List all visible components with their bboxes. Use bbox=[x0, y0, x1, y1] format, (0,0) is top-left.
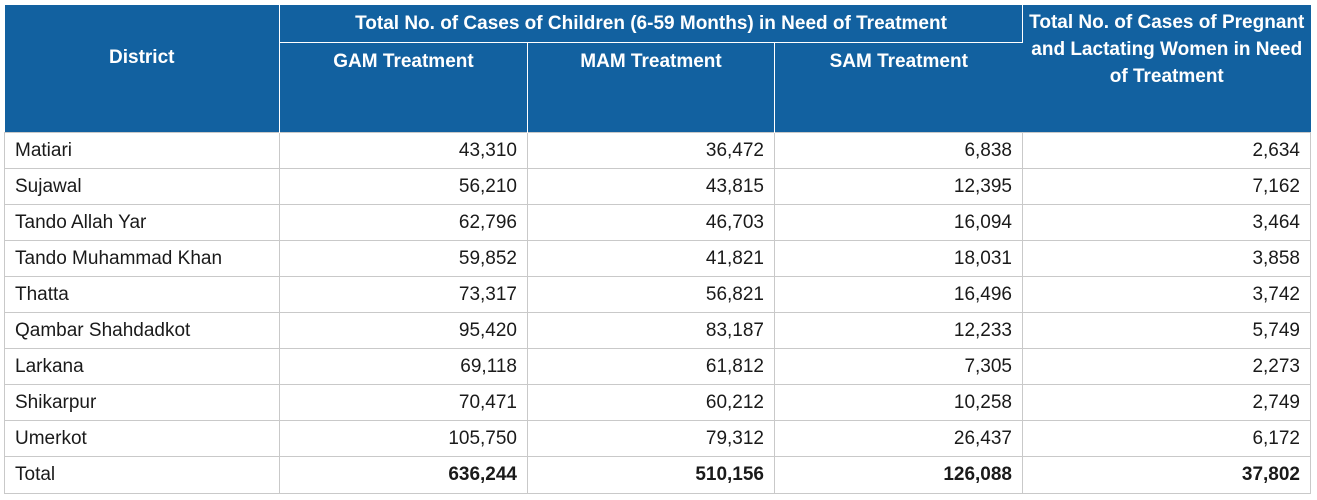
gam-value-cell: 73,317 bbox=[279, 276, 528, 313]
table-row: Umerkot 105,750 79,312 26,437 6,172 bbox=[4, 420, 1311, 457]
sam-value-cell: 7,305 bbox=[774, 348, 1023, 385]
gam-value-cell: 105,750 bbox=[279, 420, 528, 457]
table-row: Tando Allah Yar 62,796 46,703 16,094 3,464 bbox=[4, 204, 1311, 241]
table-row: Thatta 73,317 56,821 16,496 3,742 bbox=[4, 276, 1311, 313]
sam-value-cell: 12,395 bbox=[774, 168, 1023, 205]
header-pregnant-lactating-women: Total No. of Cases of Pregnant and Lacta… bbox=[1022, 5, 1311, 133]
header-row-top: District Total No. of Cases of Children … bbox=[4, 5, 1311, 133]
header-sam-treatment: SAM Treatment bbox=[774, 42, 1023, 133]
total-gam-cell: 636,244 bbox=[279, 456, 528, 494]
table-row: Shikarpur 70,471 60,212 10,258 2,749 bbox=[4, 384, 1311, 421]
table-row: Sujawal 56,210 43,815 12,395 7,162 bbox=[4, 168, 1311, 205]
treatment-cases-table: District Total No. of Cases of Children … bbox=[4, 5, 1311, 494]
table-row: Qambar Shahdadkot 95,420 83,187 12,233 5,749 bbox=[4, 312, 1311, 349]
gam-value-cell: 62,796 bbox=[279, 204, 528, 241]
table-body: Matiari 43,310 36,472 6,838 2,634 Sujawal 56,2… bbox=[4, 132, 1311, 494]
treatment-cases-table-container: District Total No. of Cases of Children … bbox=[4, 5, 1311, 494]
district-name-cell: Matiari bbox=[4, 132, 280, 169]
table-header: District Total No. of Cases of Children … bbox=[4, 5, 1311, 133]
sam-value-cell: 12,233 bbox=[774, 312, 1023, 349]
district-name-cell: Larkana bbox=[4, 348, 280, 385]
district-name-cell: Qambar Shahdadkot bbox=[4, 312, 280, 349]
mam-value-cell: 46,703 bbox=[527, 204, 775, 241]
sam-value-cell: 16,496 bbox=[774, 276, 1023, 313]
mam-value-cell: 61,812 bbox=[527, 348, 775, 385]
plw-value-cell: 6,172 bbox=[1022, 420, 1311, 457]
header-district: District bbox=[4, 5, 280, 133]
district-name-cell: Tando Allah Yar bbox=[4, 204, 280, 241]
district-name-cell: Tando Muhammad Khan bbox=[4, 240, 280, 277]
header-gam-treatment: GAM Treatment bbox=[279, 42, 528, 133]
gam-value-cell: 70,471 bbox=[279, 384, 528, 421]
table-row: Matiari 43,310 36,472 6,838 2,634 bbox=[4, 132, 1311, 169]
header-row-sub: GAM Treatment MAM Treatment SAM Treatmen… bbox=[5, 42, 1311, 133]
plw-value-cell: 3,742 bbox=[1022, 276, 1311, 313]
plw-value-cell: 5,749 bbox=[1022, 312, 1311, 349]
total-row: Total 636,244 510,156 126,088 37,802 bbox=[4, 456, 1311, 494]
mam-value-cell: 79,312 bbox=[527, 420, 775, 457]
plw-value-cell: 3,464 bbox=[1022, 204, 1311, 241]
mam-value-cell: 83,187 bbox=[527, 312, 775, 349]
sam-value-cell: 26,437 bbox=[774, 420, 1023, 457]
total-plw-cell: 37,802 bbox=[1022, 456, 1311, 494]
gam-value-cell: 56,210 bbox=[279, 168, 528, 205]
gam-value-cell: 59,852 bbox=[279, 240, 528, 277]
sam-value-cell: 6,838 bbox=[774, 132, 1023, 169]
gam-value-cell: 69,118 bbox=[279, 348, 528, 385]
table-row: Larkana 69,118 61,812 7,305 2,273 bbox=[4, 348, 1311, 385]
plw-value-cell: 2,273 bbox=[1022, 348, 1311, 385]
total-label-cell: Total bbox=[4, 456, 280, 494]
plw-value-cell: 7,162 bbox=[1022, 168, 1311, 205]
plw-value-cell: 2,634 bbox=[1022, 132, 1311, 169]
header-mam-treatment: MAM Treatment bbox=[527, 42, 775, 133]
gam-value-cell: 95,420 bbox=[279, 312, 528, 349]
sam-value-cell: 16,094 bbox=[774, 204, 1023, 241]
total-sam-cell: 126,088 bbox=[774, 456, 1023, 494]
header-children-group: Total No. of Cases of Children (6-59 Mon… bbox=[279, 5, 1023, 43]
sam-value-cell: 10,258 bbox=[774, 384, 1023, 421]
mam-value-cell: 43,815 bbox=[527, 168, 775, 205]
plw-value-cell: 2,749 bbox=[1022, 384, 1311, 421]
district-name-cell: Thatta bbox=[4, 276, 280, 313]
district-name-cell: Umerkot bbox=[4, 420, 280, 457]
mam-value-cell: 60,212 bbox=[527, 384, 775, 421]
gam-value-cell: 43,310 bbox=[279, 132, 528, 169]
mam-value-cell: 56,821 bbox=[527, 276, 775, 313]
mam-value-cell: 41,821 bbox=[527, 240, 775, 277]
plw-value-cell: 3,858 bbox=[1022, 240, 1311, 277]
sam-value-cell: 18,031 bbox=[774, 240, 1023, 277]
district-name-cell: Sujawal bbox=[4, 168, 280, 205]
total-mam-cell: 510,156 bbox=[527, 456, 775, 494]
table-row: Tando Muhammad Khan 59,852 41,821 18,031 3,8… bbox=[4, 240, 1311, 277]
district-name-cell: Shikarpur bbox=[4, 384, 280, 421]
mam-value-cell: 36,472 bbox=[527, 132, 775, 169]
